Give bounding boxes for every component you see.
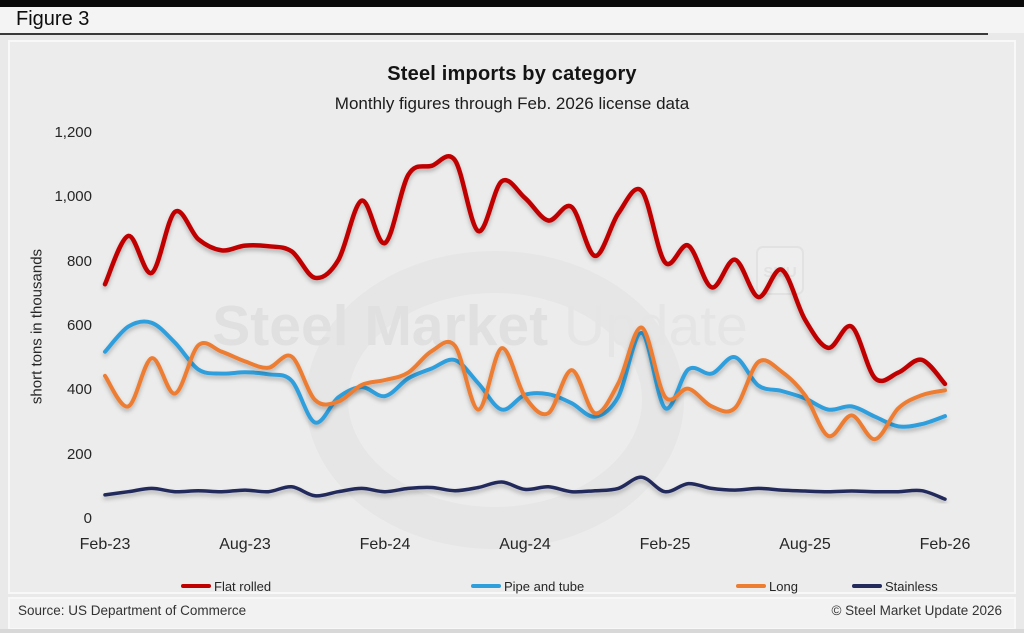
header-strip bbox=[0, 7, 1024, 33]
x-tick-label: Feb-23 bbox=[79, 536, 131, 553]
figure-label: Figure 3 bbox=[16, 8, 90, 30]
legend-item-long: Long bbox=[736, 578, 798, 594]
bottom-edge-band bbox=[0, 629, 1024, 633]
x-tick-label: Aug-25 bbox=[779, 536, 831, 553]
y-tick-label: 1,200 bbox=[54, 124, 92, 141]
chart-title: Steel imports by category bbox=[387, 63, 637, 85]
legend-swatch-icon bbox=[736, 584, 766, 588]
source-text: Source: US Department of Commerce bbox=[18, 603, 247, 618]
x-tick-label: Aug-24 bbox=[499, 536, 551, 553]
chart-subtitle: Monthly figures through Feb. 2026 licens… bbox=[334, 94, 690, 113]
legend-swatch-icon bbox=[471, 584, 501, 588]
x-tick-label: Feb-25 bbox=[639, 536, 691, 553]
legend-item-pipe-and-tube: Pipe and tube bbox=[471, 578, 584, 594]
legend-item-stainless: Stainless bbox=[852, 578, 938, 594]
legend-label: Long bbox=[769, 578, 798, 594]
legend-swatch-icon bbox=[181, 584, 211, 588]
legend-label: Flat rolled bbox=[214, 578, 272, 594]
x-tick-label: Feb-24 bbox=[359, 536, 411, 553]
y-tick-label: 400 bbox=[66, 381, 92, 399]
legend-label: Stainless bbox=[885, 578, 938, 594]
chart-panel bbox=[8, 40, 1016, 594]
legend-label: Pipe and tube bbox=[504, 578, 585, 594]
y-tick-label: 800 bbox=[66, 252, 92, 270]
x-tick-label: Feb-26 bbox=[919, 536, 971, 553]
y-tick-label: 0 bbox=[83, 510, 92, 527]
top-black-bar bbox=[0, 0, 1024, 7]
y-tick-label: 200 bbox=[66, 445, 92, 463]
copyright-text: © Steel Market Update 2026 bbox=[831, 603, 1002, 618]
legend-item-flat-rolled: Flat rolled bbox=[181, 578, 271, 594]
y-tick-label: 1,000 bbox=[54, 188, 92, 206]
header-divider bbox=[0, 33, 988, 35]
legend-swatch-icon bbox=[852, 584, 882, 588]
y-tick-label: 600 bbox=[66, 317, 92, 334]
x-tick-label: Aug-23 bbox=[219, 536, 271, 553]
